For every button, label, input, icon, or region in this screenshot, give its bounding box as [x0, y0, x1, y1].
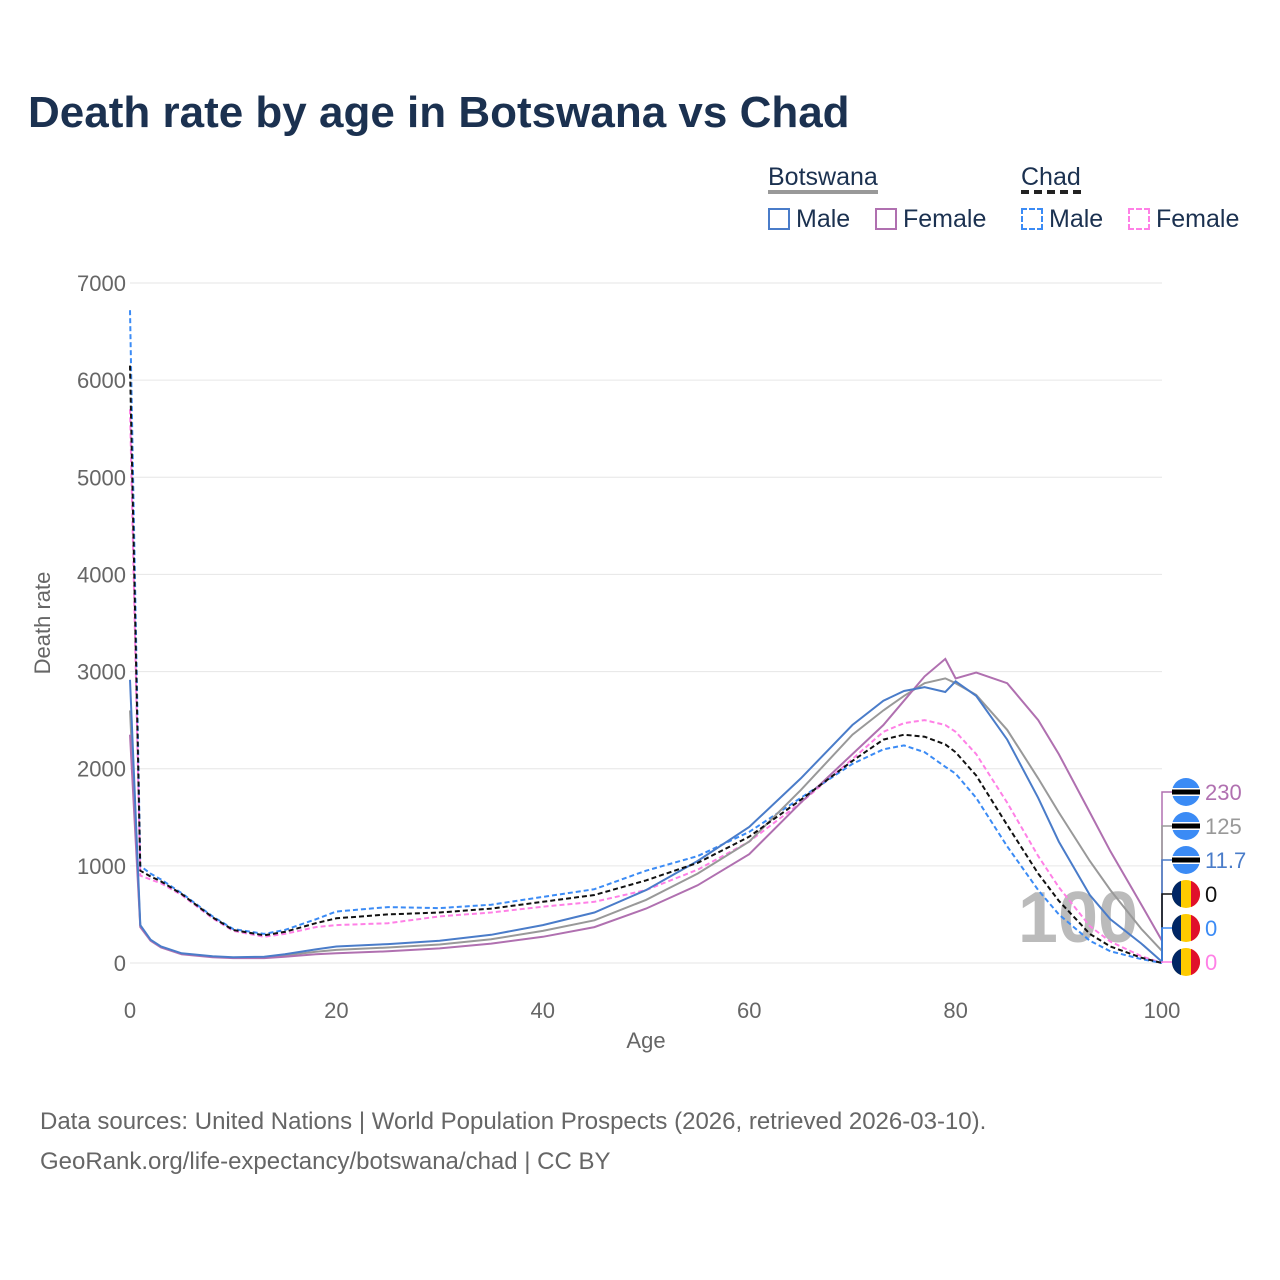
y-tick-label: 3000 — [77, 660, 126, 685]
end-value-label: 125 — [1205, 814, 1242, 839]
flag-band — [1171, 948, 1181, 976]
x-tick-label: 100 — [1144, 998, 1181, 1023]
chad-flag-icon — [1171, 880, 1201, 908]
y-tick-label: 4000 — [77, 562, 126, 587]
legend-botswana-male[interactable]: Male — [768, 205, 850, 234]
y-tick-label: 0 — [114, 951, 126, 976]
year-watermark: 100 — [1018, 878, 1138, 958]
botswana-flag-icon — [1172, 778, 1200, 806]
legend-group-chad: Chad — [1021, 164, 1081, 194]
botswana-flag-icon — [1172, 812, 1200, 840]
y-tick-label: 1000 — [77, 854, 126, 879]
end-value-label: 0 — [1205, 916, 1217, 941]
end-label-connector — [1161, 961, 1172, 963]
botswana-flag-icon — [1172, 846, 1200, 874]
x-tick-label: 20 — [324, 998, 348, 1023]
flag-band — [1171, 880, 1181, 908]
end-value-label: 230 — [1205, 780, 1242, 805]
end-value-label: 0 — [1205, 950, 1217, 975]
series-line-botswana-female — [129, 657, 1163, 960]
y-tick-label: 7000 — [77, 271, 126, 296]
end-value-label: 0 — [1205, 882, 1217, 907]
source-line: Data sources: United Nations | World Pop… — [40, 1108, 987, 1135]
y-tick-label: 6000 — [77, 368, 126, 393]
legend-label: Female — [1156, 205, 1240, 233]
series-line-botswana-total — [129, 677, 1163, 959]
series-line-botswana-male — [129, 679, 1163, 963]
series-line-chad-total — [129, 365, 1163, 964]
end-value-label: 11.7 — [1205, 848, 1246, 873]
end-label-connector — [1161, 927, 1172, 963]
legend-chad-female[interactable]: Female — [1128, 205, 1239, 234]
x-axis-label: Age — [626, 1028, 665, 1053]
legend-label: Male — [1049, 205, 1104, 233]
chart-title: Death rate by age in Botswana vs Chad — [28, 88, 850, 137]
y-axis-label: Death rate — [30, 572, 55, 675]
legend-label: Male — [796, 205, 851, 233]
source-url[interactable]: GeoRank.org/life-expectancy/botswana/cha… — [40, 1148, 611, 1175]
legend-chad-male[interactable]: Male — [1021, 205, 1103, 234]
x-tick-label: 40 — [531, 998, 555, 1023]
end-label-connector — [1161, 859, 1172, 963]
x-tick-label: 80 — [943, 998, 967, 1023]
legend-botswana-female[interactable]: Female — [875, 205, 986, 234]
flag-stripe — [1172, 789, 1200, 795]
flag-band — [1191, 948, 1201, 976]
flag-stripe — [1172, 857, 1200, 863]
x-tick-label: 0 — [124, 998, 136, 1023]
flag-band — [1191, 914, 1201, 942]
flag-stripe — [1172, 823, 1200, 829]
y-tick-label: 2000 — [77, 757, 126, 782]
x-tick-label: 60 — [737, 998, 761, 1023]
flag-band — [1171, 914, 1181, 942]
y-tick-label: 5000 — [77, 465, 126, 490]
end-label-connector — [1161, 791, 1172, 963]
chad-flag-icon — [1171, 948, 1201, 976]
flag-band — [1191, 880, 1201, 908]
series-line-chad-male — [129, 310, 1163, 964]
legend-group-botswana: Botswana — [768, 164, 878, 194]
legend-label: Female — [903, 205, 987, 233]
chad-flag-icon — [1171, 914, 1201, 942]
